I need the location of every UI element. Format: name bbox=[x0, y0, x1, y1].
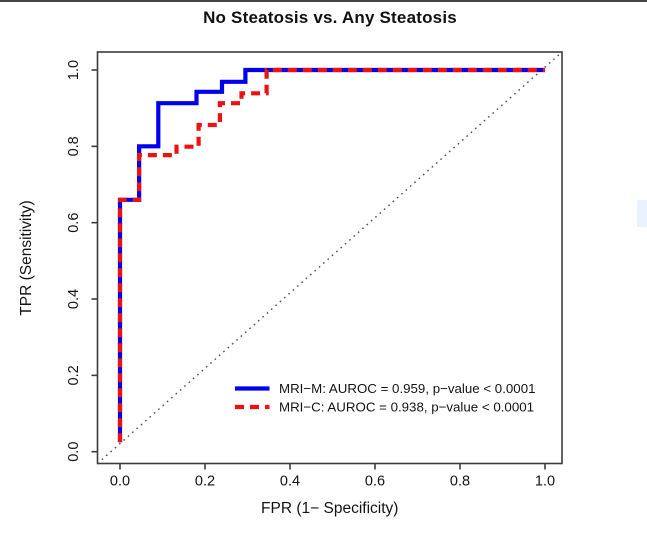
x-axis-title: FPR (1− Specificity) bbox=[261, 500, 398, 517]
x-axis: 0.0 0.2 0.4 0.6 0.8 1.0 bbox=[110, 463, 555, 490]
x-tick-label: 1.0 bbox=[535, 474, 555, 490]
x-tick-label: 0.4 bbox=[280, 474, 300, 490]
legend-label-mri-c: MRI−C: AUROC = 0.938, p−value < 0.0001 bbox=[279, 400, 534, 415]
y-tick-label: 0.4 bbox=[66, 289, 82, 309]
chart-title: No Steatosis vs. Any Steatosis bbox=[203, 8, 457, 27]
x-tick-label: 0.0 bbox=[110, 474, 130, 490]
y-tick-label: 1.0 bbox=[66, 60, 82, 80]
y-tick-label: 0.8 bbox=[66, 136, 82, 156]
x-tick-label: 0.2 bbox=[195, 474, 215, 490]
legend-label-mri-m: MRI−M: AUROC = 0.959, p−value < 0.0001 bbox=[279, 381, 535, 396]
chance-diagonal-line bbox=[97, 51, 563, 465]
x-tick-label: 0.8 bbox=[450, 474, 470, 490]
y-axis: 0.0 0.2 0.4 0.6 0.8 1.0 bbox=[66, 60, 98, 462]
y-tick-label: 0.0 bbox=[66, 442, 82, 462]
window-top-edge bbox=[0, 0, 647, 2]
x-tick-label: 0.6 bbox=[365, 474, 385, 490]
y-tick-label: 0.2 bbox=[66, 365, 82, 385]
roc-curve-mri-c bbox=[117, 67, 545, 443]
selection-highlight-artifact bbox=[637, 200, 647, 227]
legend: MRI−M: AUROC = 0.959, p−value < 0.0001 MR… bbox=[235, 381, 535, 415]
y-axis-title: TPR (Sensitivity) bbox=[18, 200, 35, 315]
plot-box bbox=[96, 51, 563, 465]
y-tick-label: 0.6 bbox=[66, 213, 82, 233]
